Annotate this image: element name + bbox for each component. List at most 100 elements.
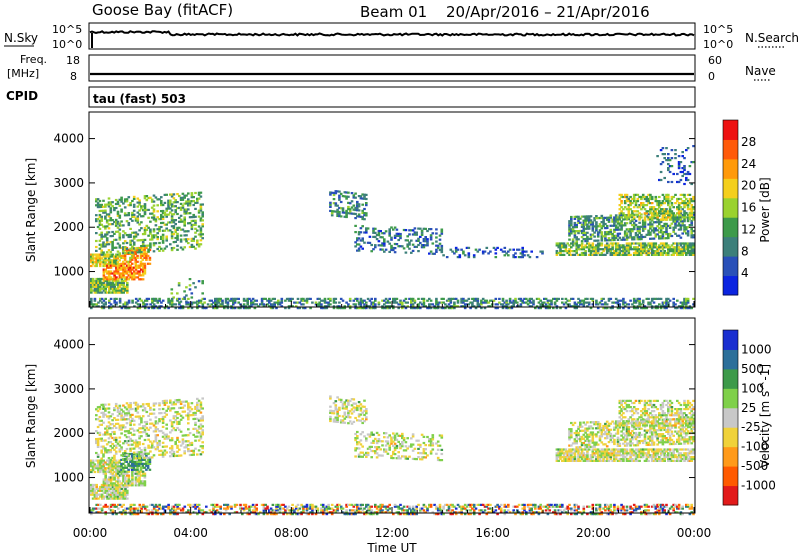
heatmap-cell (451, 307, 454, 310)
heatmap-cell (136, 445, 140, 448)
heatmap-cell (692, 195, 695, 199)
heatmap-cell (643, 250, 647, 253)
heatmap-cell (399, 301, 402, 304)
heatmap-cell (339, 400, 343, 403)
heatmap-cell (125, 266, 129, 269)
heatmap-cell (611, 305, 614, 308)
heatmap-cell (95, 459, 98, 462)
heatmap-cell (507, 254, 510, 257)
heatmap-cell (138, 437, 141, 440)
heatmap-cell (122, 458, 125, 461)
heatmap-cell (507, 307, 510, 310)
heatmap-cell (539, 305, 542, 308)
heatmap-cell (113, 493, 116, 496)
heatmap-cell (685, 197, 688, 201)
heatmap-cell (117, 285, 120, 288)
heatmap-cell (134, 256, 137, 259)
heatmap-cell (100, 485, 104, 489)
heatmap-cell (589, 251, 593, 255)
heatmap-cell (354, 224, 357, 227)
heatmap-cell (361, 417, 364, 420)
heatmap-cell (494, 303, 498, 306)
heatmap-cell (579, 217, 582, 220)
heatmap-cell (659, 149, 663, 152)
heatmap-cell (411, 297, 415, 300)
heatmap-cell (381, 305, 384, 308)
heatmap-cell (580, 225, 584, 228)
heatmap-cell (125, 402, 129, 405)
heatmap-cell (122, 262, 125, 265)
heatmap-cell (528, 256, 532, 259)
heatmap-cell (114, 469, 118, 472)
heatmap-cell (145, 256, 148, 259)
heatmap-cell (508, 301, 512, 304)
heatmap-cell (564, 297, 568, 300)
heatmap-cell (609, 251, 613, 255)
heatmap-cell (170, 453, 174, 456)
heatmap-cell (102, 268, 106, 271)
heatmap-cell (170, 247, 174, 250)
heatmap-cell (136, 407, 140, 410)
heatmap-cell (179, 202, 183, 205)
heatmap-cell (341, 405, 345, 408)
heatmap-cell (489, 250, 492, 253)
heatmap-cell (104, 253, 107, 256)
heatmap-cell (127, 274, 131, 277)
heatmap-cell (172, 219, 176, 222)
heatmap-cell (690, 232, 693, 235)
heatmap-cell (194, 215, 197, 218)
heatmap-cell (129, 452, 132, 456)
heatmap-cell (140, 405, 143, 408)
heatmap-cell (113, 497, 116, 500)
heatmap-cell (145, 297, 149, 300)
heatmap-cell (408, 243, 411, 246)
heatmap-cell (336, 210, 339, 213)
heatmap-cell (154, 426, 158, 429)
heatmap-cell (525, 301, 528, 304)
heatmap-cell (677, 163, 681, 166)
heatmap-cell (354, 402, 357, 405)
heatmap-cell (142, 303, 145, 306)
heatmap-cell (170, 288, 174, 291)
heatmap-cell (114, 402, 118, 406)
heatmap-cell (668, 299, 672, 302)
heatmap-cell (172, 227, 176, 230)
heatmap-cell (561, 297, 564, 300)
heatmap-cell (181, 410, 185, 413)
heatmap-cell (616, 246, 620, 249)
heatmap-cell (132, 429, 136, 432)
heatmap-cell (605, 242, 609, 245)
heatmap-cell (91, 487, 95, 490)
heatmap-cell (589, 297, 593, 300)
heatmap-cell (393, 299, 397, 302)
heatmap-cell (118, 474, 122, 477)
heatmap-cell (99, 279, 102, 283)
heatmap-cell (570, 250, 573, 253)
heatmap-cell (138, 213, 141, 216)
heatmap-cell (582, 238, 586, 241)
heatmap-cell (188, 443, 192, 447)
heatmap-cell (338, 206, 341, 210)
heatmap-cell (161, 455, 165, 458)
heatmap-cell (115, 279, 118, 283)
heatmap-cell (428, 303, 431, 306)
heatmap-cell (523, 301, 526, 304)
heatmap-cell (174, 230, 177, 234)
heatmap-cell (145, 456, 149, 459)
heatmap-cell (343, 211, 347, 214)
heatmap-cell (643, 204, 647, 207)
heatmap-cell (555, 299, 559, 302)
heatmap-cell (125, 276, 129, 279)
heatmap-cell (113, 209, 116, 212)
heatmap-cell (625, 222, 629, 225)
heatmap-cell (172, 197, 176, 200)
heatmap-cell (512, 303, 515, 306)
heatmap-cell (347, 416, 350, 419)
heatmap-cell (143, 472, 147, 475)
heatmap-cell (692, 246, 695, 249)
heatmap-cell (196, 429, 199, 432)
heatmap-cell (104, 467, 107, 470)
heatmap-cell (587, 215, 591, 218)
heatmap-cell (611, 242, 614, 245)
heatmap-cell (118, 461, 121, 464)
